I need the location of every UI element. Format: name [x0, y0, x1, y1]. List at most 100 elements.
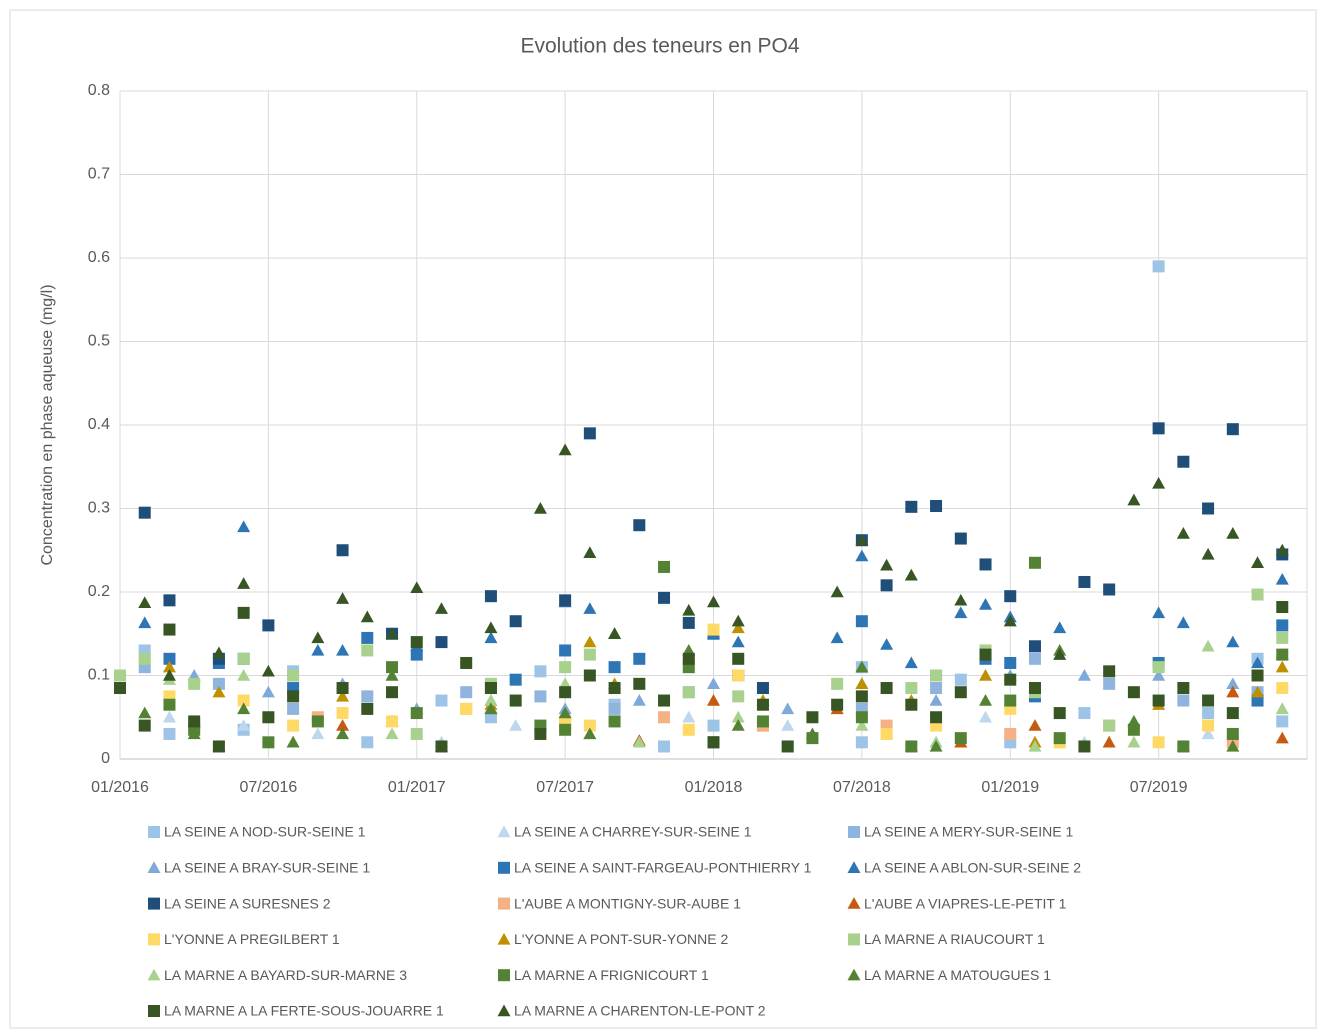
data-point — [1201, 727, 1215, 740]
data-point — [188, 715, 201, 728]
data-point — [509, 615, 522, 628]
data-point — [138, 616, 152, 629]
data-point — [237, 719, 251, 731]
data-point — [1176, 739, 1190, 752]
data-point — [904, 656, 918, 669]
data-point — [583, 719, 596, 732]
data-point — [435, 636, 448, 649]
legend-label: LA MARNE A CHARENTON-LE-PONT 2 — [514, 1003, 766, 1019]
y-tick-label: 0.3 — [88, 500, 110, 517]
data-point — [509, 673, 522, 686]
legend-marker — [148, 826, 160, 838]
data-point — [707, 595, 720, 608]
data-point — [559, 661, 572, 674]
data-point — [336, 544, 349, 557]
data-point — [1251, 656, 1265, 669]
legend-marker — [847, 897, 861, 909]
data-point — [287, 669, 300, 682]
data-point — [361, 644, 374, 657]
data-point — [583, 727, 597, 740]
data-point — [484, 590, 497, 603]
data-point — [386, 715, 399, 728]
data-point — [583, 546, 597, 558]
data-point — [880, 727, 893, 740]
data-point — [732, 690, 745, 703]
data-point — [1152, 736, 1165, 749]
legend-marker — [497, 825, 511, 838]
data-point — [954, 673, 967, 686]
data-point — [533, 502, 547, 514]
data-point — [1078, 740, 1091, 753]
x-tick-label: 01/2018 — [685, 779, 743, 796]
legend-label: LA SEINE A NOD-SUR-SEINE 1 — [164, 824, 366, 840]
data-point — [163, 727, 176, 740]
data-point — [261, 685, 275, 698]
data-point — [1003, 614, 1017, 627]
data-point — [880, 682, 893, 695]
data-point — [1028, 739, 1042, 752]
data-point — [1275, 648, 1289, 660]
data-point — [1276, 619, 1289, 632]
data-point — [583, 602, 597, 614]
data-point — [904, 568, 918, 581]
data-point — [1226, 423, 1239, 436]
data-point — [360, 610, 374, 623]
data-point — [534, 690, 547, 703]
data-point — [682, 686, 695, 699]
data-point — [410, 636, 423, 649]
data-point — [163, 594, 176, 607]
legend-label: L'AUBE A MONTIGNY-SUR-AUBE 1 — [514, 895, 741, 911]
data-point — [237, 702, 251, 715]
data-point — [1251, 669, 1264, 682]
data-point — [460, 656, 473, 669]
data-point — [583, 648, 596, 661]
data-point — [954, 593, 968, 606]
legend-marker — [147, 861, 161, 873]
data-point — [1251, 588, 1264, 601]
data-point — [237, 606, 250, 619]
data-point — [608, 702, 621, 715]
data-point — [805, 727, 819, 740]
x-tick-label: 01/2019 — [981, 779, 1039, 796]
data-point — [658, 711, 671, 724]
data-point — [261, 664, 275, 677]
data-point — [1004, 727, 1017, 740]
data-point — [904, 739, 918, 752]
data-point — [534, 665, 547, 678]
data-point — [1226, 707, 1239, 720]
data-point — [435, 694, 448, 707]
data-point — [1004, 590, 1017, 603]
data-point — [1177, 682, 1190, 695]
data-point — [1176, 616, 1190, 629]
data-point — [262, 619, 275, 632]
data-point — [1202, 694, 1215, 707]
data-point — [311, 643, 325, 656]
data-point — [1226, 685, 1240, 698]
data-point — [633, 519, 646, 532]
data-point — [1202, 707, 1215, 720]
data-point — [138, 652, 151, 665]
data-point — [1201, 639, 1215, 652]
data-point — [311, 727, 325, 740]
data-point — [484, 702, 498, 715]
data-point — [1275, 572, 1289, 585]
data-point — [138, 506, 151, 519]
data-point — [954, 606, 968, 619]
data-point — [162, 660, 176, 673]
data-point — [385, 627, 399, 639]
data-point — [855, 711, 868, 724]
data-point — [1226, 739, 1240, 752]
data-point — [1202, 502, 1215, 515]
data-point — [1127, 714, 1141, 727]
data-point — [187, 669, 201, 681]
data-point — [1028, 652, 1041, 665]
data-point — [682, 603, 696, 616]
data-point — [484, 694, 498, 706]
data-point — [287, 690, 300, 703]
data-point — [930, 711, 943, 724]
data-point — [1275, 660, 1289, 673]
data-point — [1078, 575, 1091, 588]
data-point — [410, 648, 423, 661]
data-point — [658, 694, 671, 707]
data-point — [682, 652, 695, 665]
